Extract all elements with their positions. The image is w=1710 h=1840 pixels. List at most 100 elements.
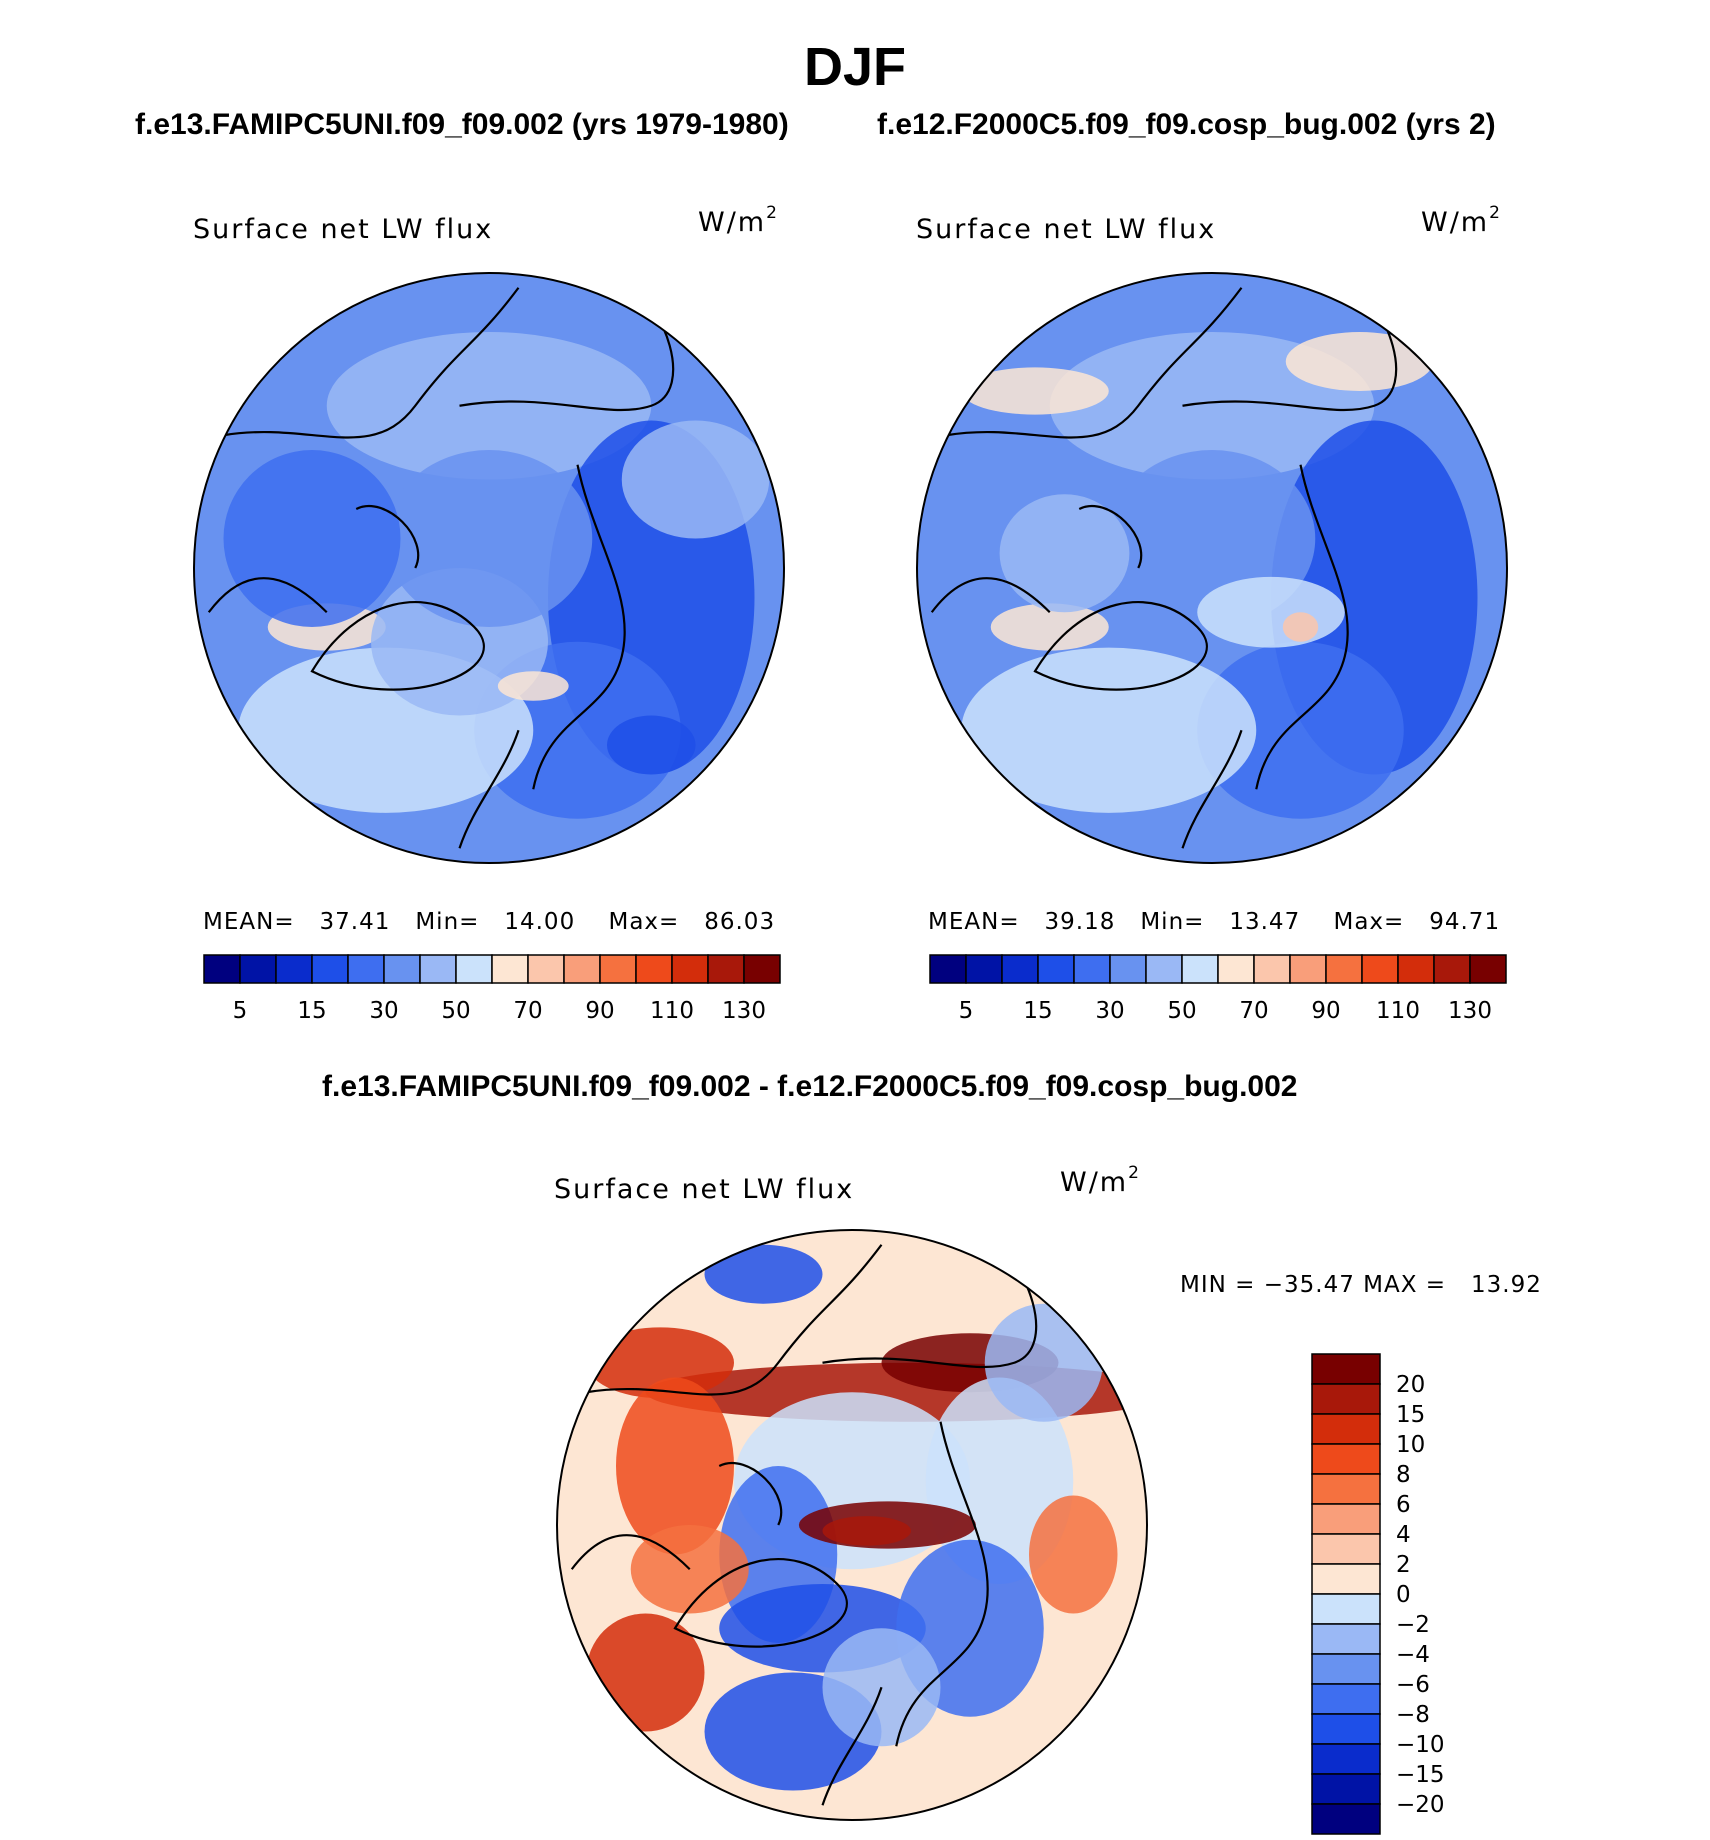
panel1-colorbar-tick-label: 50 [441, 998, 470, 1024]
panel3-units: W/m2 [1060, 1163, 1141, 1198]
panel2-contour-region [990, 603, 1109, 651]
panel2-contour-region [961, 367, 1109, 415]
panel3-colorbar-tick-label: 2 [1396, 1552, 1411, 1578]
panel2-colorbar-swatch [1361, 954, 1399, 984]
panel3-colorbar-swatch [1311, 1653, 1381, 1685]
panel3-colorbar-tick-label: −2 [1396, 1612, 1430, 1638]
panel3-colorbar-tick-label: 4 [1396, 1522, 1411, 1548]
panel1-coastline [310, 601, 485, 691]
panel1-mean: 37.41 [319, 909, 391, 935]
panel2-contour-region [1197, 641, 1404, 819]
panel2-contour-region [999, 494, 1130, 613]
panel2-units: W/m2 [1421, 203, 1502, 238]
panel3-coastline [586, 1244, 883, 1396]
panel3-colorbar-swatch [1311, 1383, 1381, 1415]
panel1-map-border [193, 272, 785, 864]
panel3-coastline [570, 1534, 691, 1571]
panel1-stats: MEAN= 37.41 Min= 14.00 Max= 86.03 [203, 909, 775, 935]
panel3-coastline [673, 1558, 848, 1648]
panel2-colorbar-swatch [1145, 954, 1183, 984]
panel1-colorbar-tick-label: 30 [369, 998, 398, 1024]
panel3-coastline [718, 1462, 783, 1526]
panel1-colorbar-swatch [563, 954, 601, 984]
panel2-colorbar-tick-label: 15 [1023, 998, 1052, 1024]
panel2-stats: MEAN= 39.18 Min= 13.47 Max= 94.71 [928, 909, 1500, 935]
panel1-colorbar-swatch [671, 954, 709, 984]
panel1-colorbar-swatch [347, 954, 385, 984]
panel3-colorbar-tick-label: 15 [1396, 1402, 1425, 1428]
panel3-contour-region [1029, 1495, 1118, 1614]
panel3-colorbar-swatch [1311, 1623, 1381, 1655]
panel2-field [917, 273, 1507, 863]
panel2-title: Surface net LW flux [916, 214, 1217, 245]
panel3-colorbar-tick-label: 10 [1396, 1432, 1425, 1458]
panel3-contour-region [586, 1327, 734, 1399]
panel1-contour-region [497, 671, 569, 701]
panel3-colorbar-swatch [1311, 1413, 1381, 1445]
panel2-colorbar-swatch [965, 954, 1003, 984]
panel3-colorbar-swatch [1311, 1683, 1381, 1715]
subtitle-case-a: f.e13.FAMIPC5UNI.f09_f09.002 (yrs 1979-1… [135, 108, 789, 141]
subtitle-difference: f.e13.FAMIPC5UNI.f09_f09.002 - f.e12.F20… [322, 1070, 1298, 1103]
panel2-max: 94.71 [1429, 909, 1501, 935]
panel1-field [194, 273, 784, 863]
figure-title: DJF [803, 37, 906, 97]
panel1-colorbar-swatch [707, 954, 745, 984]
panel2-coastline [1078, 505, 1143, 569]
panel1-colorbar-swatch [635, 954, 673, 984]
panel1-colorbar-swatch [311, 954, 349, 984]
panel1-coastline [223, 287, 520, 439]
panel1-colorbar-swatch [455, 954, 493, 984]
panel2-colorbar-tick-label: 90 [1311, 998, 1340, 1024]
panel2-colorbar-tick-label: 5 [959, 998, 974, 1024]
panel1-title: Surface net LW flux [193, 214, 494, 245]
panel3-colorbar-tick-label: −6 [1396, 1672, 1430, 1698]
panel1-colorbar-swatch [419, 954, 457, 984]
panel1-min: 14.00 [504, 909, 576, 935]
panel1-min-label: Min= [415, 909, 480, 935]
panel1-coastline [355, 505, 420, 569]
panel2-colorbar-swatch [929, 954, 967, 984]
panel3-colorbar-tick-label: −4 [1396, 1642, 1430, 1668]
panel2-contour-region [1282, 612, 1319, 642]
panel3-colorbar-tick-label: −15 [1396, 1762, 1445, 1788]
panel1-contour-region [223, 450, 401, 627]
panel3-colorbar-tick-label: 20 [1396, 1372, 1425, 1398]
panel1-colorbar-tick-label: 5 [233, 998, 248, 1024]
panel3-contour-region [616, 1377, 734, 1555]
panel1-contour-region [385, 450, 593, 627]
panel3-contour-region [704, 1244, 823, 1304]
panel3-colorbar-swatch [1311, 1743, 1381, 1775]
panel3-title: Surface net LW flux [554, 1174, 855, 1205]
panel1-colorbar-tick-label: 110 [650, 998, 694, 1024]
panel3-colorbar-swatch [1311, 1353, 1381, 1385]
panel3-colorbar-tick-label: −20 [1396, 1792, 1445, 1818]
panel1-colorbar-swatch [527, 954, 565, 984]
panel2-colorbar-swatch [1181, 954, 1219, 984]
panel2-colorbar-tick-label: 110 [1376, 998, 1420, 1024]
panel3-colorbar-tick-label: −8 [1396, 1702, 1430, 1728]
panel1-max: 86.03 [704, 909, 776, 935]
panel1-contour-region [326, 332, 652, 480]
panel1-coastline [207, 577, 328, 614]
panel2-mean-label: MEAN= [928, 909, 1020, 935]
panel2-colorbar-swatch [1109, 954, 1147, 984]
panel3-contour-region [984, 1303, 1103, 1422]
panel1-mean-label: MEAN= [203, 909, 295, 935]
panel2-contour-region [961, 647, 1257, 813]
panel1-max-label: Max= [608, 909, 680, 935]
panel1-coastline [532, 464, 626, 790]
panel3-colorbar-swatch [1311, 1593, 1381, 1625]
panel3-colorbar-swatch [1311, 1503, 1381, 1535]
panel1-colorbar-tick-label: 130 [722, 998, 766, 1024]
panel3-stats: MIN = −35.47 MAX = 13.92 [1180, 1272, 1542, 1298]
panel3-colorbar-tick-label: 8 [1396, 1462, 1411, 1488]
panel1-colorbar-swatch [743, 954, 781, 984]
panel1-contour-region [621, 420, 770, 539]
panel1-units: W/m2 [698, 203, 779, 238]
panel2-colorbar-tick-label: 70 [1239, 998, 1268, 1024]
